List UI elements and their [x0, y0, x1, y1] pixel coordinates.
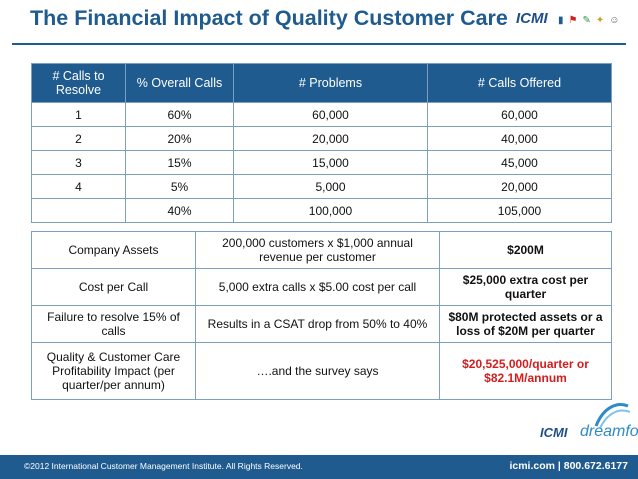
- table-row: 1 60% 60,000 60,000: [31, 102, 612, 127]
- icmi-dreamforce-logo: ICMI dreamforce: [540, 413, 638, 453]
- table-cell: Results in a CSAT drop from 50% to 40%: [195, 305, 440, 343]
- table-cell: $80M protected assets or a loss of $20M …: [439, 305, 612, 343]
- table-row: Cost per Call 5,000 extra calls x $5.00 …: [31, 268, 612, 306]
- table-row: Failure to resolve 15% of calls Results …: [31, 305, 612, 343]
- table-cell: $200M: [439, 231, 612, 269]
- table-cell: 105,000: [427, 198, 612, 223]
- brand-icmi-text: ICMI: [540, 425, 568, 440]
- table-cell: 1: [31, 102, 126, 127]
- table-cell: ….and the survey says: [195, 342, 440, 400]
- table-cell: 4: [31, 174, 126, 199]
- calls-table: # Calls to Resolve % Overall Calls # Pro…: [31, 63, 612, 223]
- copyright-text: ©2012 International Customer Management …: [24, 461, 303, 471]
- marker-icon: ✦: [595, 15, 605, 26]
- page-title: The Financial Impact of Quality Customer…: [30, 6, 508, 30]
- table-cell: 5,000 extra calls x $5.00 cost per call: [195, 268, 440, 306]
- table-cell: [31, 198, 126, 223]
- swoosh-icon: [594, 403, 631, 429]
- table-cell: Company Assets: [31, 231, 196, 269]
- table-cell: Failure to resolve 15% of calls: [31, 305, 196, 343]
- table-cell: 20,000: [233, 126, 428, 151]
- calls-table-header: # Calls to Resolve % Overall Calls # Pro…: [31, 63, 612, 103]
- table-cell: 5,000: [233, 174, 428, 199]
- table-cell: 20,000: [427, 174, 612, 199]
- tools-icon: ✎: [582, 15, 591, 26]
- table-cell: Quality & Customer Care Profitability Im…: [31, 342, 196, 400]
- table-cell: 15,000: [233, 150, 428, 175]
- table-cell: 40,000: [427, 126, 612, 151]
- table-cell: 60%: [125, 102, 234, 127]
- highlight-cell: $20,525,000/quarter or $82.1M/annum: [439, 342, 612, 400]
- table-cell: $25,000 extra cost per quarter: [439, 268, 612, 306]
- table-total-row: 40% 100,000 105,000: [31, 198, 612, 223]
- icmi-logo-text: ICMI: [516, 10, 548, 27]
- table-cell: 60,000: [427, 102, 612, 127]
- table-cell: 45,000: [427, 150, 612, 175]
- icmi-logo: ICMI ▮ ⚑ ✎ ✦ ☺: [516, 10, 626, 32]
- table-cell: 60,000: [233, 102, 428, 127]
- header-problems: # Problems: [233, 63, 428, 103]
- table-row: 4 5% 5,000 20,000: [31, 174, 612, 199]
- header-calls-offered: # Calls Offered: [427, 63, 612, 103]
- flag-icon: ⚑: [568, 15, 578, 26]
- bar-chart-icon: ▮: [558, 15, 564, 26]
- people-icon: ☺: [609, 15, 620, 26]
- table-row: Quality & Customer Care Profitability Im…: [31, 342, 612, 400]
- brand-dreamforce-text: dreamforce: [580, 423, 638, 440]
- table-row: 3 15% 15,000 45,000: [31, 150, 612, 175]
- header-overall-calls: % Overall Calls: [125, 63, 234, 103]
- table-cell: 3: [31, 150, 126, 175]
- table-row: Company Assets 200,000 customers x $1,00…: [31, 231, 612, 269]
- impact-table: Company Assets 200,000 customers x $1,00…: [31, 231, 612, 400]
- table-cell: 15%: [125, 150, 234, 175]
- header-calls-to-resolve: # Calls to Resolve: [31, 63, 126, 103]
- table-cell: 5%: [125, 174, 234, 199]
- table-row: 2 20% 20,000 40,000: [31, 126, 612, 151]
- table-cell: 100,000: [233, 198, 428, 223]
- contact-link[interactable]: icmi.com | 800.672.6177: [509, 460, 628, 472]
- logo-icon-strip: ▮ ⚑ ✎ ✦ ☺: [558, 15, 619, 26]
- table-cell: Cost per Call: [31, 268, 196, 306]
- footer-bar: ©2012 International Customer Management …: [0, 455, 638, 479]
- table-cell: 2: [31, 126, 126, 151]
- table-cell: 40%: [125, 198, 234, 223]
- table-cell: 20%: [125, 126, 234, 151]
- table-cell: 200,000 customers x $1,000 annual revenu…: [195, 231, 440, 269]
- title-underline: [12, 43, 626, 45]
